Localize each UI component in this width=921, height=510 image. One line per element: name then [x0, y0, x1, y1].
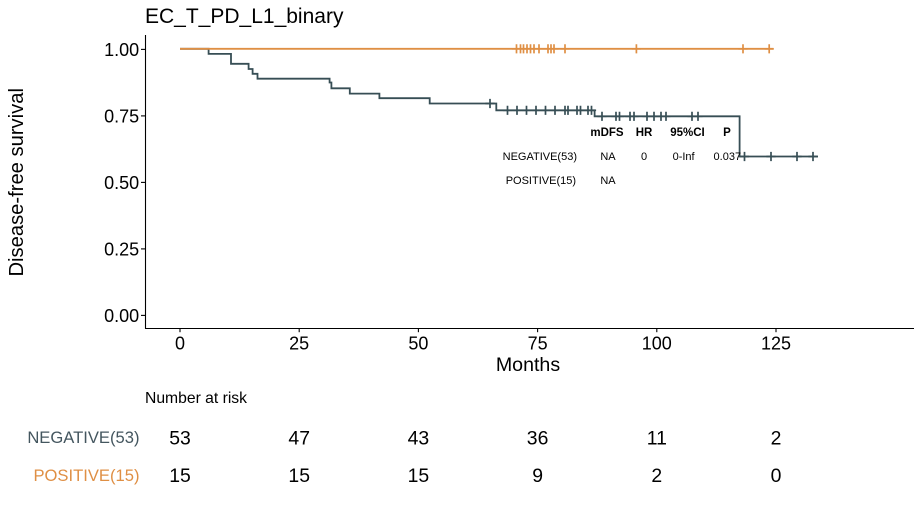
svg-text:0-Inf: 0-Inf	[673, 151, 696, 163]
svg-text:NA: NA	[600, 175, 616, 187]
svg-text:9: 9	[532, 465, 543, 487]
svg-text:EC_T_PD_L1_binary: EC_T_PD_L1_binary	[145, 5, 344, 28]
svg-text:75: 75	[528, 334, 548, 354]
svg-text:0: 0	[641, 151, 647, 163]
svg-text:0.50: 0.50	[104, 173, 139, 193]
svg-text:NA: NA	[600, 151, 616, 163]
svg-text:11: 11	[647, 427, 667, 449]
svg-text:43: 43	[408, 427, 430, 449]
svg-text:15: 15	[169, 465, 191, 487]
svg-text:P: P	[723, 127, 731, 139]
svg-text:100: 100	[642, 334, 672, 354]
svg-text:53: 53	[169, 427, 191, 449]
svg-text:mDFS: mDFS	[590, 127, 624, 139]
svg-text:95%CI: 95%CI	[670, 127, 705, 139]
svg-text:Disease-free survival: Disease-free survival	[6, 88, 28, 276]
svg-text:1.00: 1.00	[104, 40, 139, 60]
svg-text:15: 15	[288, 465, 310, 487]
svg-text:2: 2	[651, 465, 662, 487]
svg-text:0.037: 0.037	[714, 151, 742, 163]
svg-text:47: 47	[288, 427, 310, 449]
svg-text:36: 36	[527, 427, 549, 449]
svg-text:NEGATIVE(53): NEGATIVE(53)	[27, 428, 139, 447]
svg-text:0.25: 0.25	[104, 240, 139, 260]
svg-text:POSITIVE(15): POSITIVE(15)	[33, 466, 139, 485]
svg-text:Number at risk: Number at risk	[145, 390, 247, 407]
svg-text:POSITIVE(15): POSITIVE(15)	[506, 175, 576, 187]
svg-text:0.00: 0.00	[104, 306, 139, 326]
svg-text:Months: Months	[496, 354, 560, 376]
svg-text:HR: HR	[636, 127, 653, 139]
svg-text:0.75: 0.75	[104, 107, 139, 127]
svg-text:15: 15	[408, 465, 430, 487]
svg-text:0: 0	[771, 465, 782, 487]
svg-text:125: 125	[761, 334, 791, 354]
svg-text:0: 0	[175, 334, 185, 354]
svg-text:NEGATIVE(53): NEGATIVE(53)	[503, 151, 577, 163]
svg-text:2: 2	[771, 427, 782, 449]
svg-text:50: 50	[408, 334, 428, 354]
svg-text:25: 25	[289, 334, 309, 354]
